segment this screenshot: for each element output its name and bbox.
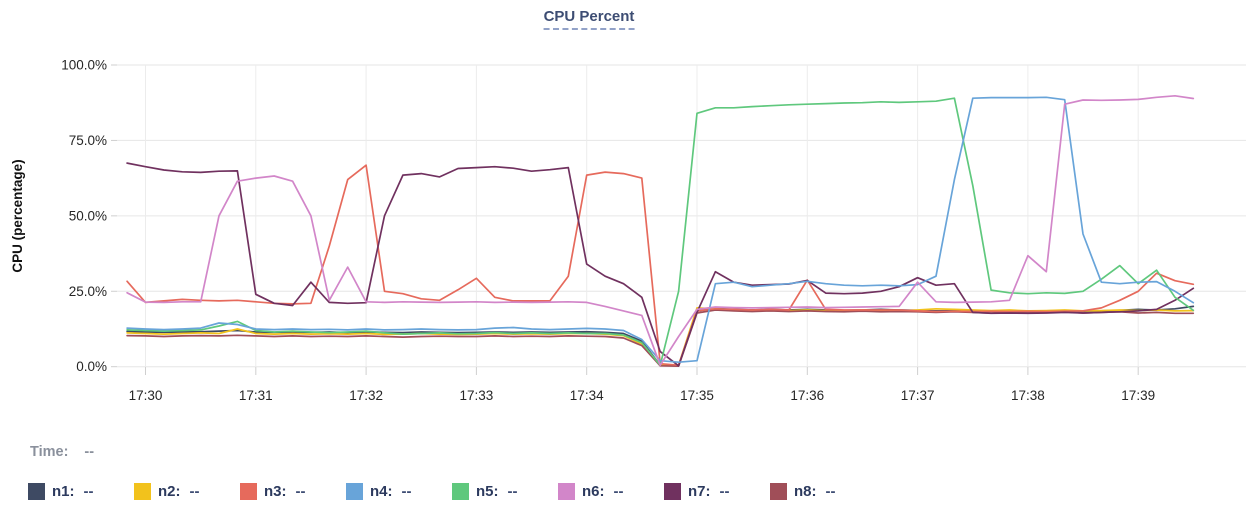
legend-item-n2[interactable]: n2: -- <box>134 483 240 500</box>
legend-swatch-n5 <box>452 483 469 500</box>
legend-label-n6: n6: <box>582 483 605 500</box>
legend: n1: -- n2: -- n3: -- n4: -- n5: -- n6: -- n7: -- n8: -- <box>28 483 876 500</box>
x-tick-label: 17:34 <box>570 388 604 403</box>
legend-label-n8: n8: <box>794 483 817 500</box>
legend-value-n3: -- <box>295 483 306 500</box>
legend-label-n4: n4: <box>370 483 393 500</box>
x-tick-label: 17:37 <box>901 388 935 403</box>
x-tick-label: 17:38 <box>1011 388 1045 403</box>
series-line-n4 <box>126 96 1195 364</box>
y-tick-label: 25.0% <box>69 284 107 299</box>
x-tick-label: 17:33 <box>460 388 494 403</box>
y-axis-title: CPU (percentage) <box>10 159 25 272</box>
x-tick-label: 17:35 <box>680 388 714 403</box>
series-line-n5 <box>126 97 1195 367</box>
x-tick-label: 17:32 <box>349 388 383 403</box>
y-tick-label: 100.0% <box>61 58 107 73</box>
legend-item-n7[interactable]: n7: -- <box>664 483 770 500</box>
legend-item-n3[interactable]: n3: -- <box>240 483 346 500</box>
time-value: -- <box>84 444 95 460</box>
series-line-n3 <box>126 164 1195 367</box>
legend-swatch-n8 <box>770 483 787 500</box>
cpu-percent-chart[interactable]: 0.0% 25.0% 50.0% 75.0% 100.0% 17:30 17:31 17:32… <box>0 0 1254 415</box>
legend-value-n5: -- <box>507 483 518 500</box>
x-tick-label: 17:36 <box>790 388 824 403</box>
x-tick-label: 17:39 <box>1121 388 1155 403</box>
legend-item-n4[interactable]: n4: -- <box>346 483 452 500</box>
legend-label-n2: n2: <box>158 483 181 500</box>
legend-label-n3: n3: <box>264 483 287 500</box>
legend-value-n2: -- <box>189 483 200 500</box>
legend-swatch-n1 <box>28 483 45 500</box>
x-tick-label: 17:31 <box>239 388 273 403</box>
legend-value-n7: -- <box>719 483 730 500</box>
legend-label-n5: n5: <box>476 483 499 500</box>
x-tick-label: 17:30 <box>129 388 163 403</box>
legend-label-n7: n7: <box>688 483 711 500</box>
legend-value-n6: -- <box>613 483 624 500</box>
legend-value-n8: -- <box>825 483 836 500</box>
legend-value-n4: -- <box>401 483 412 500</box>
legend-swatch-n3 <box>240 483 257 500</box>
legend-swatch-n7 <box>664 483 681 500</box>
chart-title[interactable]: CPU Percent <box>543 8 635 30</box>
series-line-n6 <box>126 94 1195 367</box>
y-tick-label: 0.0% <box>76 359 107 374</box>
legend-item-n1[interactable]: n1: -- <box>28 483 134 500</box>
series-line-n7 <box>126 162 1195 367</box>
legend-swatch-n2 <box>134 483 151 500</box>
legend-item-n6[interactable]: n6: -- <box>558 483 664 500</box>
y-tick-label: 50.0% <box>69 208 107 223</box>
legend-swatch-n4 <box>346 483 363 500</box>
legend-item-n5[interactable]: n5: -- <box>452 483 558 500</box>
legend-item-n8[interactable]: n8: -- <box>770 483 876 500</box>
legend-value-n1: -- <box>83 483 94 500</box>
time-label: Time: <box>30 444 69 460</box>
legend-swatch-n6 <box>558 483 575 500</box>
time-readout: Time: -- <box>30 444 94 460</box>
legend-label-n1: n1: <box>52 483 75 500</box>
y-tick-label: 75.0% <box>69 133 107 148</box>
